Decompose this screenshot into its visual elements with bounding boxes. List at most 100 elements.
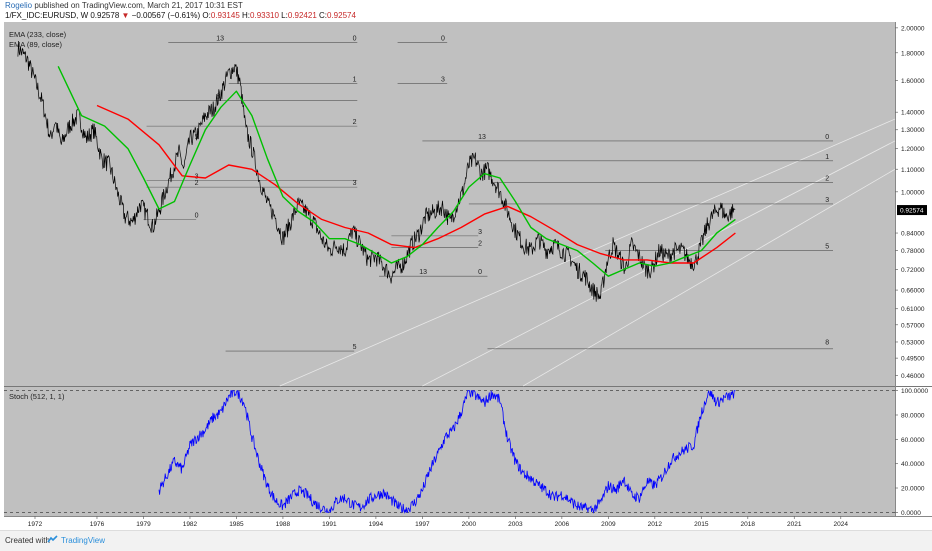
fib-label: 3 — [441, 77, 445, 84]
fib-label: 0 — [353, 35, 357, 42]
created-with-text: Created with — [5, 536, 50, 545]
open-label: O: — [202, 11, 211, 20]
time-axis-label: 1972 — [28, 521, 43, 528]
price-axis-label: 2.00000 — [901, 25, 925, 32]
stoch-pane-background — [4, 387, 895, 516]
fib-label: 3 — [353, 180, 357, 187]
fib-label: 8 — [825, 339, 829, 346]
author-link[interactable]: Rogelio — [5, 1, 33, 10]
time-axis-label: 2009 — [601, 521, 616, 528]
last-price-badge: 0.92574 — [897, 205, 927, 216]
stoch-axis-label: 100.0000 — [901, 388, 928, 395]
fib-label: 0 — [195, 212, 199, 219]
high-value: 0.93310 — [250, 11, 279, 20]
fib-label: 13 — [216, 35, 224, 42]
fib-label: 1 — [825, 154, 829, 161]
fib-label: 2 — [353, 119, 357, 126]
fib-label: 5 — [825, 244, 829, 251]
last-price-badge-label: 0.92574 — [900, 208, 924, 215]
symbol-line: 1/FX_IDC:EURUSD, W 0.92578 ▼ −0.00567 (−… — [5, 11, 356, 20]
fib-label: 0 — [441, 35, 445, 42]
time-axis-label: 1994 — [369, 521, 384, 528]
price-axis-label: 0.66000 — [901, 288, 925, 295]
price-axis-label: 0.57000 — [901, 322, 925, 329]
open-value: 0.93145 — [210, 11, 240, 20]
price-line — [17, 40, 736, 302]
low-value: 0.92421 — [287, 11, 317, 20]
high-label: H: — [242, 11, 251, 20]
price-change: −0.00567 (−0.61%) — [131, 11, 201, 20]
price-axis-label: 1.20000 — [901, 146, 925, 153]
stoch-axis-label: 40.0000 — [901, 461, 925, 468]
ema89-line — [57, 66, 736, 277]
legend-ema233[interactable]: EMA (233, close) — [9, 30, 67, 39]
channel-line — [522, 168, 896, 387]
fib-label: 1 — [353, 77, 357, 84]
stoch-axis-label: 0.0000 — [901, 510, 921, 517]
legend-stoch[interactable]: Stoch (512, 1, 1) — [9, 392, 65, 401]
ema233-line — [96, 104, 736, 264]
channel-line — [422, 140, 896, 387]
fib-label: 13 — [419, 269, 427, 276]
price-axis-label: 0.72000 — [901, 267, 925, 274]
fib-label: 2 — [478, 241, 482, 248]
price-axis-label: 0.61000 — [901, 306, 925, 313]
fib-label: 0 — [825, 134, 829, 141]
price-axis-label: 0.53000 — [901, 339, 925, 346]
last-price: 0.92578 — [90, 11, 120, 20]
time-axis-label: 1988 — [276, 521, 291, 528]
footer: Created with TradingView — [0, 530, 932, 551]
time-axis-label: 1976 — [90, 521, 105, 528]
stoch-series — [4, 390, 895, 514]
time-axis-label: 1979 — [136, 521, 151, 528]
time-axis-label: 2024 — [834, 521, 849, 528]
price-axis[interactable]: 2.00000 1.80000 1.60000 1.40000 1.30000 1.200… — [895, 25, 925, 380]
price-axis-label: 0.78000 — [901, 248, 925, 255]
stoch-axis-label: 20.0000 — [901, 486, 925, 493]
tradingview-logo-icon[interactable] — [47, 535, 58, 545]
close-value: 0.92574 — [327, 11, 356, 20]
time-axis-label: 1997 — [415, 521, 430, 528]
published-text: published on TradingView.com, March 21, … — [34, 1, 243, 10]
last-price-badge-bg — [897, 205, 927, 216]
time-axis-label: 2000 — [462, 521, 477, 528]
stoch-axis-label: 80.0000 — [901, 412, 925, 419]
time-axis-label: 2018 — [741, 521, 756, 528]
symbol-name: 1/FX_IDC:EURUSD, W — [5, 11, 89, 20]
fib-label: 3 — [825, 197, 829, 204]
publication-line: Rogelio published on TradingView.com, Ma… — [5, 1, 243, 10]
fib-label: 0 — [478, 269, 482, 276]
chart-header: Rogelio published on TradingView.com, Ma… — [0, 0, 932, 22]
price-axis-label: 1.30000 — [901, 127, 925, 134]
time-axis-label: 2006 — [555, 521, 570, 528]
stoch-line — [158, 390, 736, 514]
fib-label: 2 — [195, 180, 199, 187]
price-axis-label: 1.00000 — [901, 189, 925, 196]
price-series — [17, 40, 736, 302]
time-axis-label: 2021 — [787, 521, 802, 528]
price-axis-label: 0.49500 — [901, 356, 925, 363]
fib-level-lines — [143, 42, 834, 352]
fib-label: 13 — [478, 134, 486, 141]
legend-ema89[interactable]: EMA (89, close) — [9, 40, 62, 49]
fib-label: 5 — [353, 344, 357, 351]
tradingview-brand[interactable]: TradingView — [61, 536, 106, 545]
low-label: L: — [281, 11, 288, 20]
price-axis-label: 0.46000 — [901, 373, 925, 380]
price-axis-label: 1.60000 — [901, 78, 925, 85]
stoch-axis-label: 60.0000 — [901, 437, 925, 444]
close-label: C: — [319, 11, 327, 20]
down-arrow-icon: ▼ — [121, 11, 130, 20]
price-axis-label: 1.40000 — [901, 110, 925, 117]
price-axis-label: 1.10000 — [901, 167, 925, 174]
channel-line — [279, 118, 896, 387]
time-axis[interactable]: 1972 1976 1979 1982 1985 1988 1991 1994 1997 2000… — [28, 516, 849, 528]
stoch-axis[interactable]: 100.0000 80.0000 60.0000 40.0000 20.0000 0.00… — [895, 388, 928, 517]
fib-label: 3 — [478, 229, 482, 236]
fib-label: 2 — [825, 176, 829, 183]
time-axis-label: 2003 — [508, 521, 523, 528]
time-axis-label: 2015 — [694, 521, 709, 528]
trend-channel-lines — [279, 118, 896, 387]
time-axis-label: 1985 — [229, 521, 244, 528]
